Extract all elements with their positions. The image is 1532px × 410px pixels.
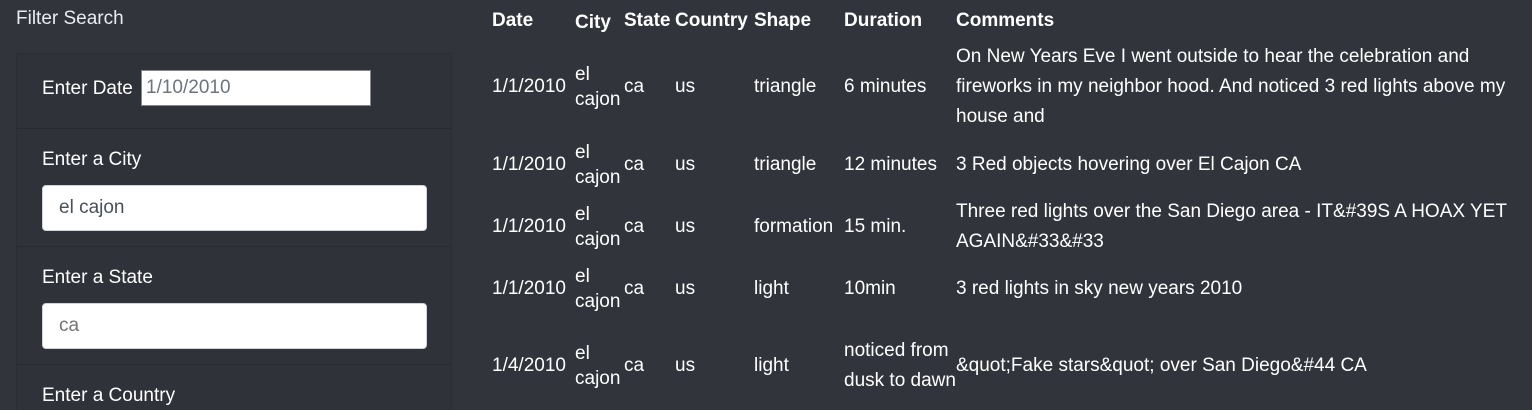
city-line: cajon [575,229,621,250]
cell-state: ca [624,154,645,175]
cell-shape: light [754,278,789,299]
date-label: Enter Date [42,78,133,99]
cell-city: el cajon [575,196,624,258]
cell-duration: 12 minutes [844,154,937,175]
filter-search-title: Filter Search [16,8,124,29]
cell-state: ca [624,216,645,237]
cell-shape: formation [754,216,834,237]
filter-city-item: Enter a City [17,129,451,247]
header-shape[interactable]: Shape [754,10,812,31]
cell-duration: 15 min. [844,216,907,237]
cell-comments: &quot;Fake stars&quot; over San Diego&#4… [956,355,1367,376]
date-input[interactable] [141,70,371,106]
table-row: 1/1/2010 el cajon ca us triangle 12 minut… [492,134,1531,196]
cell-shape: light [754,355,789,376]
cell-country: us [675,76,696,97]
city-line: el [575,343,590,364]
country-label: Enter a Country [42,385,176,406]
state-label: Enter a State [42,267,153,288]
cell-duration: noticed from dusk to dawn [844,340,956,391]
header-state[interactable]: State [624,10,671,31]
cell-duration: 10min [844,278,896,299]
cell-date: 1/4/2010 [492,355,566,376]
city-line: cajon [575,291,621,312]
cell-state: ca [624,278,645,299]
cell-comments: On New Years Eve I went outside to hear … [956,46,1506,127]
header-date[interactable]: Date [492,10,534,31]
cell-city: el cajon [575,40,624,134]
table-row: 1/1/2010 el cajon ca us light 10min 3 red… [492,258,1531,320]
cell-date: 1/1/2010 [492,154,566,175]
cell-city: el cajon [575,320,624,410]
cell-shape: triangle [754,76,817,97]
table-row: 1/1/2010 el cajon ca us triangle 6 minute… [492,40,1531,134]
cell-date: 1/1/2010 [492,278,566,299]
city-label: Enter a City [42,149,142,170]
filter-date-item: Enter Date [17,54,451,129]
city-input[interactable] [42,185,427,231]
cell-city: el cajon [575,258,624,320]
filter-country-item: Enter a Country [17,365,451,410]
header-duration[interactable]: Duration [844,10,923,31]
cell-city: el cajon [575,134,624,196]
cell-country: us [675,154,696,175]
table-row: 1/4/2010 el cajon ca us light noticed fro… [492,320,1531,410]
header-country[interactable]: Country [675,10,748,31]
city-line: el [575,142,590,163]
header-city[interactable]: City [575,12,611,33]
cell-date: 1/1/2010 [492,76,566,97]
results-table: Date City State Country Shape Duration C… [492,6,1531,410]
cell-duration: 6 minutes [844,76,927,97]
header-comments[interactable]: Comments [956,10,1055,31]
state-input[interactable] [42,303,427,349]
table-header-row: Date City State Country Shape Duration C… [492,6,1531,40]
table-row: 1/1/2010 el cajon ca us formation 15 min.… [492,196,1531,258]
city-line: el [575,266,590,287]
cell-shape: triangle [754,154,817,175]
city-line: cajon [575,89,621,110]
cell-comments: 3 Red objects hovering over El Cajon CA [956,154,1302,175]
cell-country: us [675,278,696,299]
cell-state: ca [624,76,645,97]
cell-country: us [675,216,696,237]
cell-date: 1/1/2010 [492,216,566,237]
filter-state-item: Enter a State [17,247,451,365]
city-line: el [575,64,590,85]
city-line: cajon [575,368,621,389]
filter-panel: Enter Date Enter a City Enter a State En… [16,53,452,410]
city-line: cajon [575,167,621,188]
cell-comments: Three red lights over the San Diego area… [956,201,1507,252]
city-line: el [575,204,590,225]
cell-comments: 3 red lights in sky new years 2010 [956,278,1243,299]
cell-state: ca [624,355,645,376]
cell-country: us [675,355,696,376]
